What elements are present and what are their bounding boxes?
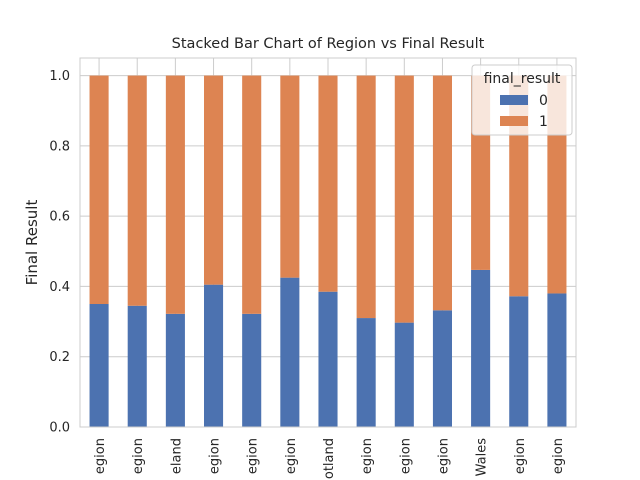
bar-segment-series-0 — [280, 277, 300, 427]
x-tick-label: eland — [169, 438, 184, 474]
legend: final_result 0 1 — [471, 64, 573, 136]
bar-segment-series-1 — [204, 75, 224, 285]
y-axis-label: Final Result — [23, 200, 41, 286]
y-tick-label: 0.4 — [49, 280, 70, 295]
x-tick-label: egion — [131, 438, 146, 474]
x-tick-label: egion — [284, 438, 299, 474]
y-tick-label: 0.6 — [49, 210, 70, 225]
x-tick-label: egion — [246, 438, 261, 474]
bar-segment-series-1 — [394, 75, 414, 323]
bar-segment-series-0 — [356, 318, 376, 427]
y-tick-label: 0.8 — [49, 139, 70, 154]
x-tick-label: egion — [93, 438, 108, 474]
y-axis-ticks: 0.0 0.2 0.4 0.6 0.8 1.0 — [49, 69, 70, 435]
bar-segment-series-1 — [356, 75, 376, 319]
y-tick-label: 1.0 — [49, 69, 70, 84]
bar-segment-series-0 — [432, 310, 452, 427]
bar-segment-series-0 — [204, 284, 224, 427]
bar-segment-series-0 — [394, 322, 414, 427]
chart-title: Stacked Bar Chart of Region vs Final Res… — [172, 36, 485, 52]
bar-segment-series-1 — [318, 75, 338, 292]
bar-segment-series-1 — [242, 75, 262, 314]
bar-segment-series-1 — [89, 75, 109, 304]
plot-area-frame — [79, 57, 577, 428]
bar-segment-series-1 — [127, 75, 147, 306]
x-tick-label: Wales — [475, 438, 490, 477]
legend-title: final_result — [484, 71, 561, 87]
bar-segment-series-0 — [89, 304, 109, 427]
bar-segment-series-0 — [127, 305, 147, 427]
bar-segment-series-1 — [165, 75, 185, 314]
bar-segment-series-0 — [165, 313, 185, 427]
bar-segment-series-0 — [547, 293, 567, 427]
x-tick-label: egion — [360, 438, 375, 474]
x-tick-label: egion — [551, 438, 566, 474]
x-axis-ticks: egion egion eland egion egion egion otland egio… — [93, 438, 566, 479]
bar-segment-series-0 — [318, 291, 338, 427]
bars — [89, 75, 567, 427]
legend-label-series-0: 0 — [539, 93, 548, 109]
legend-swatch-series-0 — [500, 95, 528, 105]
y-tick-label: 0.2 — [49, 350, 70, 365]
x-tick-label: egion — [398, 438, 413, 474]
legend-swatch-series-1 — [500, 116, 528, 126]
x-tick-label: egion — [436, 438, 451, 474]
bar-segment-series-0 — [509, 296, 529, 427]
bar-segment-series-1 — [432, 75, 452, 311]
x-tick-label: egion — [513, 438, 528, 474]
y-tick-label: 0.0 — [49, 421, 70, 436]
x-tick-label: otland — [322, 438, 337, 479]
legend-label-series-1: 1 — [539, 114, 548, 130]
bar-segment-series-0 — [242, 313, 262, 427]
bar-segment-series-0 — [471, 269, 491, 427]
x-tick-label: egion — [208, 438, 223, 474]
bar-segment-series-1 — [280, 75, 300, 278]
